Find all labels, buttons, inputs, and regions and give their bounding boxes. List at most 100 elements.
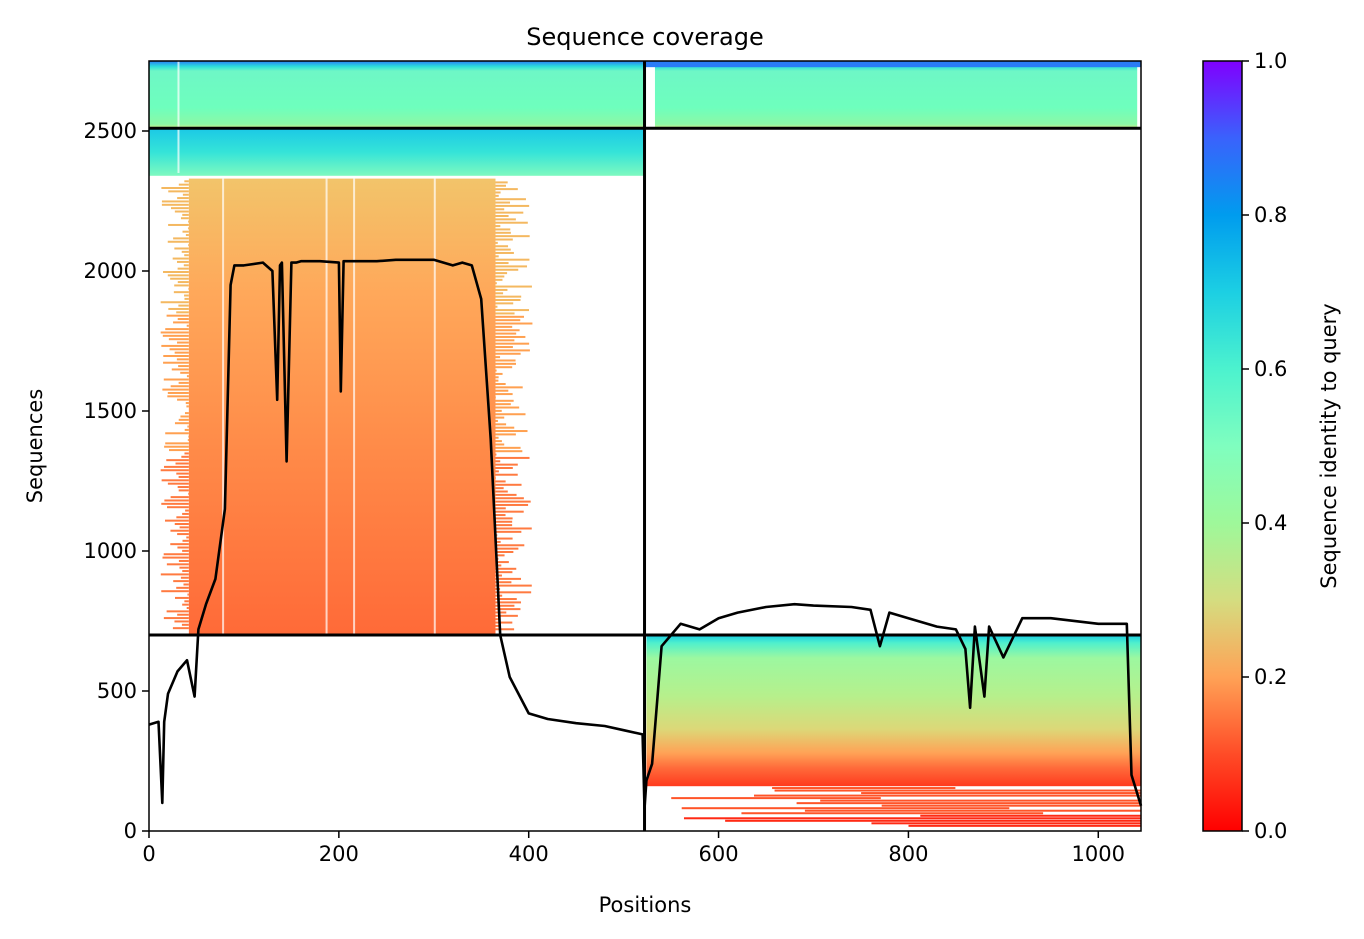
- block-orange: [188, 178, 496, 635]
- row-strip: [908, 824, 1141, 827]
- row-strip: [881, 804, 1141, 807]
- row-strip: [495, 292, 504, 295]
- row-strip: [164, 499, 189, 502]
- block-cyan: [149, 128, 644, 176]
- y-tick-label: 1000: [84, 539, 137, 563]
- row-strip: [495, 584, 532, 587]
- block-top-right-header: [644, 61, 1141, 68]
- row-strip: [495, 530, 522, 533]
- y-tick-label: 2500: [84, 119, 137, 143]
- row-strip: [495, 322, 533, 325]
- row-strip: [176, 260, 189, 263]
- row-strip: [495, 211, 524, 214]
- row-strip: [160, 331, 189, 334]
- row-strip: [186, 375, 189, 378]
- row-strip: [174, 422, 189, 425]
- row-strip: [173, 291, 189, 294]
- row-strip: [495, 483, 522, 486]
- y-tick-label: 0: [124, 819, 137, 843]
- row-strip: [495, 278, 503, 281]
- row-strip: [161, 590, 189, 593]
- row-strip: [495, 393, 513, 396]
- row-strip: [187, 425, 189, 428]
- row-strip: [495, 282, 497, 285]
- row-strip: [495, 406, 520, 409]
- row-strip: [173, 237, 189, 240]
- colorbar-tick-label: 0.6: [1254, 357, 1287, 381]
- colorbar-tick-label: 0.8: [1254, 203, 1287, 227]
- row-strip: [495, 524, 513, 527]
- row-strip: [182, 213, 189, 216]
- row-strip: [177, 341, 189, 344]
- coverage-line: [148, 258, 1143, 810]
- row-strip: [178, 365, 189, 368]
- row-strip: [166, 563, 189, 566]
- row-strip: [184, 294, 189, 297]
- row-strip: [495, 571, 513, 574]
- row-strip: [495, 598, 517, 601]
- row-strip: [495, 319, 521, 322]
- row-strip: [495, 577, 521, 580]
- row-strip: [184, 600, 189, 603]
- row-strip: [796, 802, 1141, 805]
- row-strip: [495, 268, 519, 271]
- row-strip: [495, 379, 499, 382]
- row-strip: [178, 559, 189, 562]
- row-strip: [495, 500, 531, 503]
- row-strip: [495, 309, 529, 312]
- gap-streak: [353, 178, 356, 635]
- row-strip: [495, 527, 532, 530]
- row-strip: [173, 321, 189, 324]
- colorbar: [1202, 60, 1243, 832]
- row-strip: [182, 512, 189, 515]
- row-strip: [166, 314, 189, 317]
- row-strip: [174, 523, 189, 525]
- block-top-right: [654, 61, 1138, 128]
- row-strip: [495, 467, 513, 469]
- row-strip: [495, 335, 526, 338]
- row-strip: [164, 519, 189, 522]
- row-strip: [183, 264, 189, 267]
- row-strip: [683, 817, 1141, 820]
- row-strip: [495, 520, 513, 523]
- row-strip: [177, 197, 189, 200]
- row-strip: [495, 315, 524, 318]
- x-tick-label: 600: [699, 842, 739, 866]
- row-strip: [167, 395, 189, 398]
- row-strip: [495, 275, 505, 278]
- row-strip: [161, 203, 189, 206]
- row-strip: [184, 254, 189, 257]
- row-strip: [495, 544, 525, 547]
- row-strip: [495, 628, 515, 631]
- row-strip: [495, 426, 515, 429]
- block-bottom-right: [646, 635, 1141, 787]
- row-strip: [165, 432, 189, 435]
- row-strip: [170, 207, 189, 210]
- row-strip: [495, 288, 508, 291]
- row-strip: [495, 349, 530, 352]
- row-strip: [162, 388, 189, 391]
- row-strip: [495, 503, 529, 506]
- x-tick-label: 400: [509, 842, 549, 866]
- x-tick-label: 200: [319, 842, 359, 866]
- row-strip: [495, 453, 497, 456]
- row-strip: [182, 193, 189, 196]
- row-strip: [495, 551, 514, 553]
- row-strip: [167, 240, 189, 243]
- row-strip: [161, 344, 189, 347]
- row-strip: [495, 248, 511, 251]
- row-strip: [495, 241, 498, 244]
- row-strip: [495, 547, 519, 550]
- row-strip: [181, 455, 189, 458]
- colorbar-tick-label: 0.4: [1254, 511, 1287, 535]
- row-strip: [804, 809, 1141, 812]
- row-strip: [495, 517, 513, 520]
- row-strip: [181, 250, 189, 253]
- row-strip: [495, 235, 530, 238]
- row-strip: [495, 372, 503, 375]
- row-strip: [187, 439, 189, 441]
- row-strip: [495, 215, 509, 217]
- row-strip: [495, 470, 499, 473]
- coverage-heatmap: [149, 61, 1141, 827]
- row-strip: [495, 433, 516, 436]
